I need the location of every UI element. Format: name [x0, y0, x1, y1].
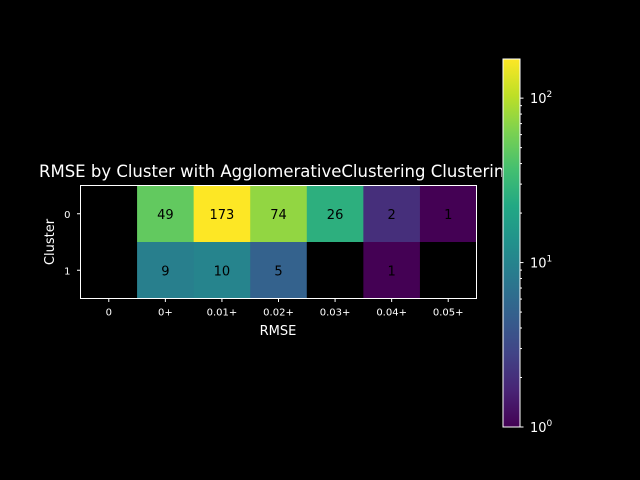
colorbar-tick-label: 100 — [530, 419, 553, 436]
heatmap-cell — [306, 185, 364, 243]
cell-value-label: 173 — [210, 208, 235, 223]
x-tick-label: 0.04+ — [376, 308, 407, 319]
colorbar — [503, 59, 520, 427]
x-tick-label: 0 — [106, 308, 112, 319]
x-tick-label: 0+ — [158, 308, 173, 319]
heatmap-cell — [80, 242, 138, 299]
y-axis-label: Cluster — [43, 218, 58, 265]
colorbar-tick-label: 102 — [530, 90, 552, 107]
cell-value-label: 2 — [388, 208, 396, 223]
heatmap-cell — [193, 185, 251, 243]
heatmap-cell — [250, 242, 308, 299]
x-tick-label: 0.01+ — [207, 308, 238, 319]
cell-value-label: 9 — [161, 264, 169, 279]
heatmap-cell — [137, 185, 195, 243]
heatmap-cell — [363, 185, 421, 243]
colorbar-tick-label: 101 — [530, 255, 552, 272]
cell-value-label: 1 — [388, 264, 396, 279]
heatmap-cell — [419, 242, 477, 299]
heatmap-cell — [137, 242, 195, 299]
heatmap-cell — [80, 185, 138, 243]
heatmap-cell — [193, 242, 251, 299]
cell-value-label: 10 — [214, 264, 231, 279]
cell-value-label: 5 — [274, 264, 282, 279]
heatmap-cell — [306, 242, 364, 299]
x-tick-label: 0.05+ — [433, 308, 464, 319]
x-tick-label: 0.03+ — [320, 308, 351, 319]
colorbar-frame — [502, 58, 521, 428]
heatmap-cell — [250, 185, 308, 243]
cell-value-label: 49 — [157, 208, 174, 223]
cell-value-label: 74 — [270, 208, 287, 223]
y-tick-label: 1 — [64, 266, 70, 277]
x-axis-label: RMSE — [260, 324, 297, 339]
cell-value-label: 26 — [327, 208, 344, 223]
plot-frame — [80, 185, 477, 299]
y-tick-label: 0 — [64, 210, 70, 221]
chart-title: RMSE by Cluster with AgglomerativeCluste… — [39, 162, 515, 181]
heatmap-cell — [363, 242, 421, 299]
x-tick-label: 0.02+ — [263, 308, 294, 319]
cell-value-label: 1 — [444, 208, 452, 223]
heatmap-cell — [419, 185, 477, 243]
